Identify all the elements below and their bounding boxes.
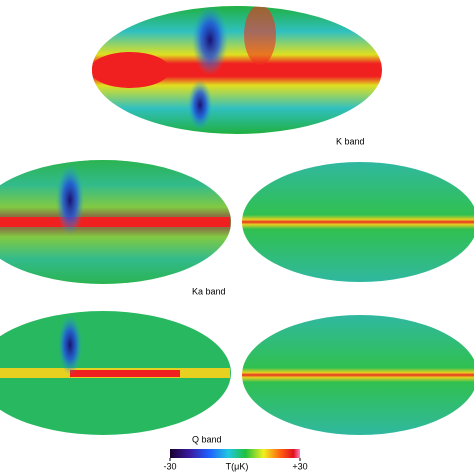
colorbar-tick-label: +30 bbox=[292, 461, 307, 471]
ka-band-map-right bbox=[242, 162, 474, 282]
panel-label: Ka band bbox=[192, 286, 226, 296]
q-band-map-right bbox=[242, 315, 474, 435]
colorbar bbox=[170, 449, 300, 458]
k-band-map bbox=[92, 6, 382, 134]
colorbar-tick-label: -30 bbox=[163, 461, 176, 471]
panel-label: Q band bbox=[192, 434, 222, 444]
q-band-map-left bbox=[0, 311, 231, 435]
colorbar-label: T(μK) bbox=[226, 461, 249, 471]
ka-band-map-left bbox=[0, 160, 231, 284]
panel-label: K band bbox=[336, 136, 365, 146]
